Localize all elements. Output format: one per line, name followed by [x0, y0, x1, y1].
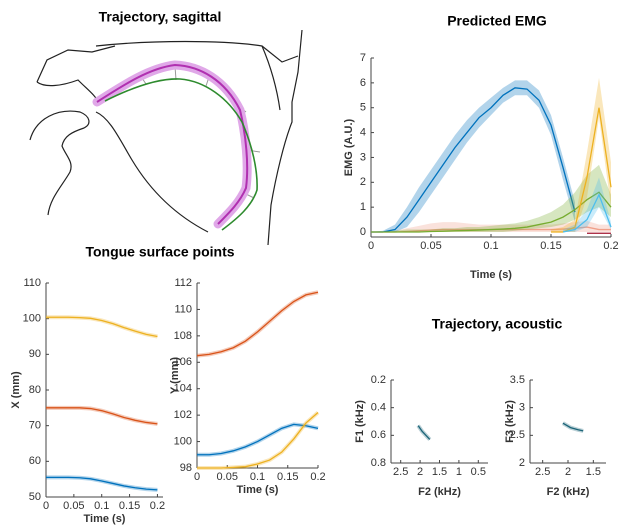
x-tick-label: 0.2 [150, 500, 165, 512]
x-tick-label: 2.5 [393, 466, 408, 478]
y-tick-label: 108 [174, 330, 192, 342]
y-tick-label: 3 [519, 402, 525, 414]
x-tick-label: 1.5 [432, 466, 447, 478]
pharynx-wall [268, 30, 302, 245]
y-axis-label: Y (mm) [169, 357, 181, 394]
x-tick-label: 0.05 [420, 240, 441, 252]
jaw-outline [96, 112, 208, 232]
x-tick-label: 0.2 [310, 471, 325, 483]
y-tick-label: 5 [360, 102, 366, 114]
x-axis-label: Time (s) [237, 484, 279, 496]
error-band [371, 80, 575, 232]
chart-title: Trajectory, acoustic [432, 316, 563, 332]
y-tick-label: 0.8 [371, 457, 386, 469]
y-axis-label: EMG (A.U.) [343, 118, 355, 176]
chart-title: Tongue surface points [85, 244, 234, 260]
velum-outline [262, 46, 280, 110]
sagittal-drawing [30, 30, 302, 245]
y-tick-label: 0 [360, 226, 366, 238]
y-axis-label: F1 (kHz) [354, 400, 366, 443]
figure: Trajectory, sagittal Predicted EMG 0 0.05 0.… [0, 0, 627, 525]
y-tick-label: 102 [174, 409, 192, 421]
y-axis-label: X (mm) [10, 371, 22, 409]
y-axis-label: F3 (kHz) [504, 400, 516, 443]
chart-title: Predicted EMG [447, 13, 547, 29]
y-tick-label: 1 [360, 201, 366, 213]
x-tick-label: 0.05 [63, 500, 84, 512]
y-tick-label: 100 [23, 313, 41, 325]
chart-title: Trajectory, sagittal [99, 9, 222, 25]
y-tick-label: 2 [519, 457, 525, 469]
x-tick-label: 0.15 [119, 500, 140, 512]
y-tick-label: 3 [360, 151, 366, 163]
y-tick-label: 7 [360, 52, 366, 64]
y-tick-label: 112 [174, 277, 192, 289]
x-tick-label: 0 [194, 471, 200, 483]
y-tick-label: 50 [29, 491, 41, 503]
x-tick-label: 0.1 [483, 240, 498, 252]
x-tick-label: 2 [417, 466, 423, 478]
x-tick-label: 0.15 [277, 471, 298, 483]
y-tick-label: 60 [29, 455, 41, 467]
upper-lip [37, 80, 98, 102]
x-axis-label: F2 (kHz) [418, 486, 461, 498]
nose-outline [37, 46, 115, 82]
line [46, 408, 157, 424]
y-tick-label: 110 [23, 277, 41, 289]
line-halo [197, 292, 318, 355]
x-tick-label: 0.1 [250, 471, 265, 483]
tongue-contour [97, 65, 247, 224]
x-tick-label: 1.5 [586, 466, 601, 478]
y-tick-label: 100 [174, 435, 192, 447]
x-axis-label: F2 (kHz) [547, 486, 590, 498]
y-tick-label: 3.5 [510, 374, 525, 386]
y-tick-label: 6 [360, 77, 366, 89]
y-tick-label: 70 [29, 420, 41, 432]
y-tick-label: 98 [180, 462, 192, 474]
y-tick-label: 110 [174, 303, 192, 315]
y-tick-label: 80 [29, 384, 41, 396]
y-tick-label: 0.4 [371, 402, 386, 414]
y-tick-label: 90 [29, 348, 41, 360]
x-tick-label: 0.5 [471, 466, 486, 478]
x-tick-label: 1 [456, 466, 462, 478]
x-axis-label: Time (s) [470, 269, 512, 281]
x-axis-label: Time (s) [84, 513, 126, 525]
y-tick-label: 2 [360, 176, 366, 188]
x-tick-label: 0.05 [217, 471, 238, 483]
x-tick-label: 0 [43, 500, 49, 512]
y-tick-label: 0.2 [371, 374, 386, 386]
x-tick-label: 0 [368, 240, 374, 252]
line [197, 292, 318, 355]
x-tick-label: 2.5 [535, 466, 550, 478]
x-tick-label: 2 [565, 466, 571, 478]
lower-lip [30, 111, 89, 215]
x-tick-label: 0.2 [603, 240, 618, 252]
y-tick-label: 4 [360, 126, 366, 138]
line [418, 426, 430, 440]
y-tick-label: 0.6 [371, 429, 386, 441]
x-tick-label: 0.15 [540, 240, 561, 252]
x-tick-label: 0.1 [94, 500, 109, 512]
